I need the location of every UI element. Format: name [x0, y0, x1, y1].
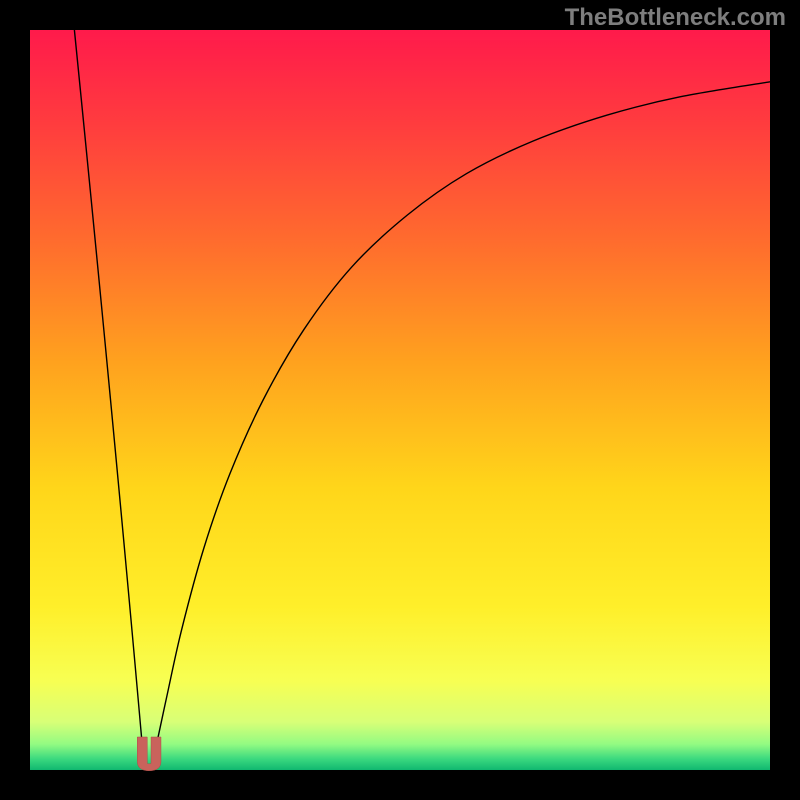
- chart-svg: [0, 0, 800, 800]
- plot-background: [30, 30, 770, 770]
- chart-frame: TheBottleneck.com: [0, 0, 800, 800]
- watermark-text: TheBottleneck.com: [565, 4, 786, 32]
